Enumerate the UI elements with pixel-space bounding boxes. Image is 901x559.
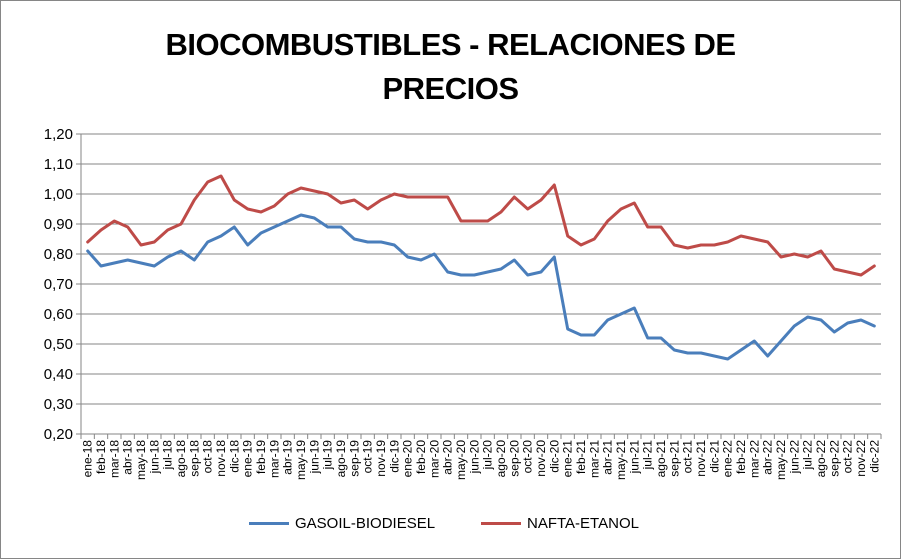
x-tick-label: dic-19 bbox=[387, 440, 401, 473]
x-tick-label: may-20 bbox=[454, 440, 468, 480]
x-tick-label: feb-20 bbox=[414, 440, 428, 474]
x-tick-label: abr-18 bbox=[121, 440, 135, 475]
y-tick-label: 0,70 bbox=[44, 276, 73, 293]
x-tick-label: sep-19 bbox=[347, 440, 361, 477]
x-tick-label: jun-18 bbox=[147, 440, 161, 475]
series-line-gasoil-biodiesel bbox=[86, 213, 876, 361]
y-tick-label: 1,10 bbox=[44, 156, 73, 173]
x-tick-label: mar-18 bbox=[107, 440, 121, 478]
x-tick-label: sep-21 bbox=[667, 440, 681, 477]
x-tick-label: ene-19 bbox=[241, 440, 255, 478]
y-tick-label: 0,50 bbox=[44, 336, 73, 353]
x-tick-label: sep-22 bbox=[827, 440, 841, 477]
x-tick-label: ene-18 bbox=[81, 440, 95, 478]
x-tick-label: abr-21 bbox=[601, 440, 615, 475]
x-tick-label: abr-20 bbox=[441, 440, 455, 475]
x-tick-label: nov-18 bbox=[214, 440, 228, 477]
chart-title-line-1: BIOCOMBUSTIBLES - RELACIONES DE bbox=[165, 27, 736, 62]
x-tick-label: nov-19 bbox=[374, 440, 388, 477]
x-tick-label: jun-19 bbox=[307, 440, 321, 475]
x-tick-label: oct-19 bbox=[361, 440, 375, 474]
x-tick-label: sep-20 bbox=[507, 440, 521, 477]
x-tick-label: mar-22 bbox=[747, 440, 761, 478]
y-tick-label: 0,60 bbox=[44, 306, 73, 323]
x-tick-label: oct-21 bbox=[681, 440, 695, 474]
x-tick-label: ene-20 bbox=[401, 440, 415, 478]
y-tick-label: 1,00 bbox=[44, 186, 73, 203]
x-tick-label: may-21 bbox=[614, 440, 628, 480]
x-tick-label: jul-20 bbox=[481, 440, 495, 471]
x-tick-label: oct-18 bbox=[201, 440, 215, 474]
x-tick-label: feb-21 bbox=[574, 440, 588, 474]
x-tick-label: nov-21 bbox=[694, 440, 708, 477]
legend-swatch-nafta bbox=[481, 522, 521, 525]
y-tick-label: 0,80 bbox=[44, 246, 73, 263]
x-tick-label: dic-21 bbox=[707, 440, 721, 473]
x-tick-label: abr-19 bbox=[281, 440, 295, 475]
x-tick-label: oct-22 bbox=[841, 440, 855, 474]
x-tick-label: jul-18 bbox=[161, 440, 175, 471]
legend-label-gasoil: GASOIL-BIODIESEL bbox=[295, 515, 436, 532]
x-tick-label: may-19 bbox=[294, 440, 308, 480]
x-tick-label: nov-22 bbox=[854, 440, 868, 477]
x-tick-label: jun-21 bbox=[627, 440, 641, 475]
x-tick-label: jun-22 bbox=[787, 440, 801, 475]
x-tick-label: mar-20 bbox=[427, 440, 441, 478]
x-tick-label: ago-18 bbox=[174, 440, 188, 478]
x-tick-label: jul-19 bbox=[321, 440, 335, 471]
x-tick-label: ene-21 bbox=[561, 440, 575, 478]
x-tick-label: mar-19 bbox=[267, 440, 281, 478]
x-tick-label: may-18 bbox=[134, 440, 148, 480]
y-tick-label: 0,20 bbox=[44, 426, 73, 443]
x-tick-label: dic-22 bbox=[867, 440, 881, 473]
y-tick-label: 0,40 bbox=[44, 366, 73, 383]
x-tick-label: ago-21 bbox=[654, 440, 668, 478]
x-tick-label: feb-22 bbox=[734, 440, 748, 474]
x-tick-label: may-22 bbox=[774, 440, 788, 480]
legend-item-gasoil: GASOIL-BIODIESEL bbox=[249, 515, 435, 532]
chart-legend: GASOIL-BIODIESEL NAFTA-ETANOL bbox=[1, 515, 900, 537]
chart-title: BIOCOMBUSTIBLES - RELACIONES DE PRECIOS bbox=[1, 23, 900, 111]
legend-item-nafta: NAFTA-ETANOL bbox=[481, 515, 639, 532]
series-line-nafta-etanol bbox=[86, 174, 876, 277]
x-tick-label: mar-21 bbox=[587, 440, 601, 478]
y-tick-label: 0,90 bbox=[44, 216, 73, 233]
x-tick-label: feb-18 bbox=[94, 440, 108, 474]
chart-title-line-2: PRECIOS bbox=[382, 71, 519, 106]
x-tick-label: jun-20 bbox=[467, 440, 481, 475]
x-tick-label: feb-19 bbox=[254, 440, 268, 474]
x-tick-label: ago-22 bbox=[814, 440, 828, 478]
x-tick-label: oct-20 bbox=[521, 440, 535, 474]
x-tick-label: jul-22 bbox=[801, 440, 815, 471]
x-tick-label: jul-21 bbox=[641, 440, 655, 471]
x-tick-label: dic-20 bbox=[547, 440, 561, 473]
x-tick-label: sep-18 bbox=[187, 440, 201, 477]
x-tick-label: abr-22 bbox=[761, 440, 775, 475]
x-tick-label: ago-19 bbox=[334, 440, 348, 478]
legend-label-nafta: NAFTA-ETANOL bbox=[527, 515, 639, 532]
x-tick-label: ago-20 bbox=[494, 440, 508, 478]
legend-swatch-gasoil bbox=[249, 522, 289, 525]
x-tick-label: dic-18 bbox=[227, 440, 241, 473]
y-tick-label: 1,20 bbox=[44, 126, 73, 143]
y-tick-label: 0,30 bbox=[44, 396, 73, 413]
x-tick-label: nov-20 bbox=[534, 440, 548, 477]
x-tick-label: ene-22 bbox=[721, 440, 735, 478]
